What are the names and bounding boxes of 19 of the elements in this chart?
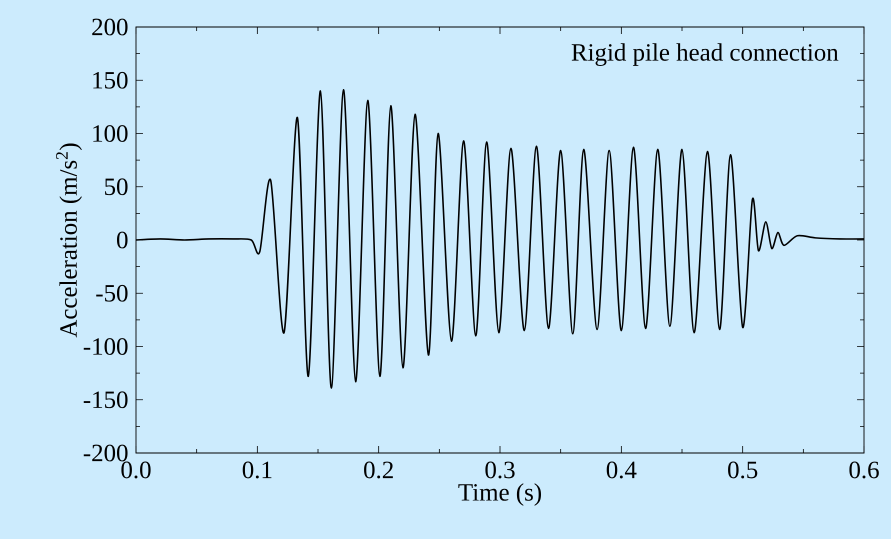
x-tick-label: 0.5 — [728, 462, 758, 478]
x-tick-label: 0.1 — [242, 462, 272, 478]
y-tick-label: 150 — [93, 72, 128, 89]
y-tick-label: -100 — [84, 338, 128, 355]
x-axis-title: Time (s) — [458, 483, 541, 506]
x-tick-label: 0.4 — [606, 462, 637, 478]
y-axis-title: Acceleration (m/s$^{2}$) — [56, 143, 82, 338]
y-tick-label: -150 — [84, 391, 128, 408]
y-tick-label: 200 — [92, 18, 128, 36]
x-tick-label: 0.3 — [485, 462, 515, 478]
x-tick-label: 0.0 — [121, 462, 151, 478]
annotation: Rigid pile head connection — [572, 43, 838, 66]
x-tick-label: 0.2 — [364, 462, 393, 478]
y-tick-label: -200 — [84, 444, 128, 462]
y-tick-label: 0 — [116, 232, 128, 248]
y-tick-label: 50 — [105, 178, 128, 196]
y-tick-label: 100 — [93, 125, 128, 142]
x-tick-label: 0.6 — [849, 462, 879, 478]
y-tick-label: -50 — [96, 284, 128, 302]
